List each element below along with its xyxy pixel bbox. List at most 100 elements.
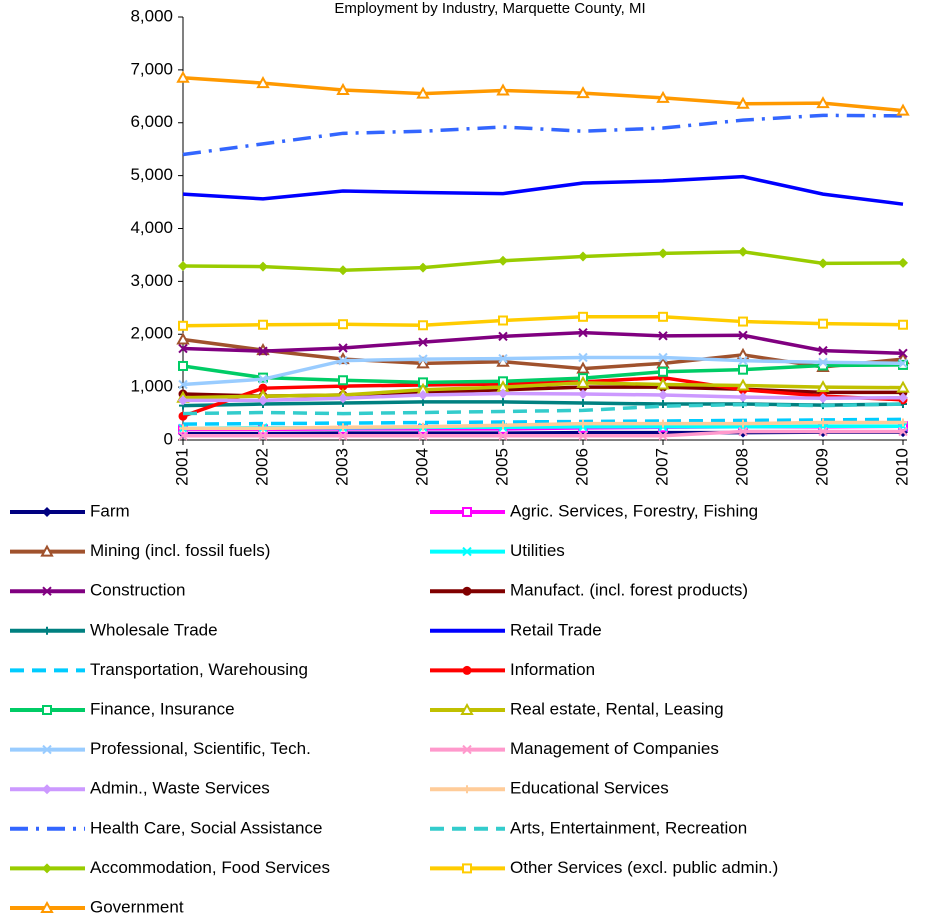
series-line xyxy=(182,375,904,418)
y-tick-label: 7,000 xyxy=(130,59,173,78)
y-tick-label: 4,000 xyxy=(130,218,173,237)
marker xyxy=(736,378,750,391)
marker xyxy=(498,315,508,326)
marker xyxy=(178,320,188,331)
marker xyxy=(258,383,268,393)
marker xyxy=(258,319,268,330)
marker xyxy=(462,507,472,517)
marker xyxy=(338,343,348,353)
marker xyxy=(259,424,267,433)
marker xyxy=(178,360,188,371)
series-line xyxy=(183,429,903,438)
x-tick-label: 2005 xyxy=(492,448,511,486)
marker xyxy=(338,375,348,386)
legend-label: Transportation, Warehousing xyxy=(90,660,308,679)
marker xyxy=(498,255,508,266)
marker xyxy=(898,358,908,369)
marker xyxy=(659,400,667,409)
marker xyxy=(578,388,588,399)
series-line xyxy=(182,330,904,356)
marker xyxy=(739,419,747,428)
marker xyxy=(898,257,908,268)
marker xyxy=(258,346,268,356)
marker xyxy=(578,311,588,322)
marker xyxy=(656,377,670,390)
legend-label: Finance, Insurance xyxy=(90,699,235,718)
x-tick-label: 2001 xyxy=(172,448,191,486)
legend-label: Mining (incl. fossil fuels) xyxy=(90,541,270,560)
marker xyxy=(658,248,668,259)
legend-label: Government xyxy=(90,897,184,916)
legend-label: Educational Services xyxy=(510,779,669,798)
marker xyxy=(498,431,508,441)
x-tick-label: 2007 xyxy=(652,448,671,486)
marker xyxy=(42,507,52,517)
marker xyxy=(578,251,588,262)
series-line xyxy=(183,420,903,431)
marker xyxy=(40,900,54,913)
marker xyxy=(338,393,348,404)
marker xyxy=(658,331,668,341)
marker xyxy=(258,374,268,384)
legend-label: Admin., Waste Services xyxy=(90,779,270,798)
marker xyxy=(738,426,748,437)
series-line xyxy=(182,363,904,385)
marker xyxy=(738,330,748,341)
legend-label: Other Services (excl. public admin.) xyxy=(510,858,778,877)
marker xyxy=(42,586,52,596)
legend-label: Health Care, Social Assistance xyxy=(90,818,322,837)
marker xyxy=(578,327,588,338)
marker xyxy=(656,90,670,103)
x-tick-label: 2008 xyxy=(732,448,751,486)
marker xyxy=(42,863,52,874)
marker xyxy=(818,426,828,437)
marker xyxy=(576,375,590,388)
marker xyxy=(40,544,54,557)
legend-label: Accommodation, Food Services xyxy=(90,858,330,877)
x-tick-label: 2009 xyxy=(812,448,831,486)
marker xyxy=(898,426,908,437)
legend-label: Agric. Services, Forestry, Fishing xyxy=(510,501,758,520)
legend-label: Arts, Entertainment, Recreation xyxy=(510,818,747,837)
x-tick-label: 2004 xyxy=(412,448,431,486)
marker xyxy=(498,331,508,342)
marker xyxy=(498,353,508,364)
series-line xyxy=(182,113,904,157)
marker xyxy=(659,419,667,428)
marker xyxy=(499,397,507,406)
marker xyxy=(258,261,268,272)
marker xyxy=(419,422,427,431)
marker xyxy=(462,586,472,596)
x-tick-label: 2002 xyxy=(252,448,271,486)
marker xyxy=(258,431,268,441)
marker xyxy=(338,265,348,276)
marker xyxy=(462,744,472,755)
marker xyxy=(176,332,190,345)
marker xyxy=(496,83,510,96)
marker xyxy=(178,343,188,354)
legend-label: Manufact. (incl. forest products) xyxy=(510,581,748,600)
x-tick-label: 2003 xyxy=(332,448,351,486)
marker xyxy=(898,348,908,358)
marker xyxy=(736,96,750,109)
series-line xyxy=(182,315,904,328)
legend-label: Construction xyxy=(90,581,185,600)
series-line xyxy=(182,417,904,426)
marker xyxy=(896,103,910,116)
series-line xyxy=(182,355,904,387)
legend-label: Professional, Scientific, Tech. xyxy=(90,739,311,758)
legend-label: Management of Companies xyxy=(510,739,719,758)
marker xyxy=(816,380,830,393)
marker xyxy=(658,311,668,322)
series-line xyxy=(182,174,904,206)
marker xyxy=(42,705,52,715)
marker xyxy=(463,785,471,794)
x-tick-label: 2006 xyxy=(572,448,591,486)
marker xyxy=(579,398,587,407)
marker xyxy=(258,395,268,406)
y-tick-label: 0 xyxy=(164,429,173,448)
marker xyxy=(658,366,668,377)
series-line xyxy=(183,391,904,403)
marker xyxy=(336,82,350,95)
marker xyxy=(498,388,508,399)
